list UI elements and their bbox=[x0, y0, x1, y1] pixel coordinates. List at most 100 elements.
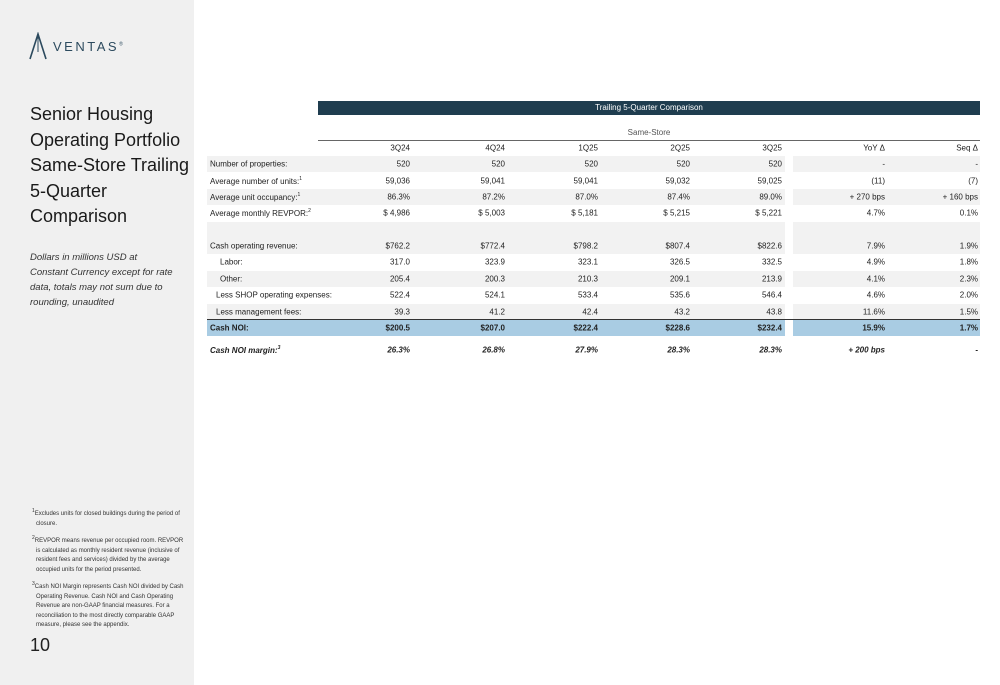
table-cell: $ 5,181 bbox=[571, 208, 598, 218]
shaded-row bbox=[793, 222, 980, 238]
row-label: Less management fees: bbox=[216, 308, 301, 317]
footnote-number: 2 bbox=[32, 535, 35, 541]
title-line: Same-Store Trailing bbox=[30, 155, 190, 175]
table-cell: 520 bbox=[491, 159, 505, 169]
table-cell: 533.4 bbox=[577, 290, 598, 300]
table-cell: 1.7% bbox=[959, 323, 978, 333]
title: Senior Housing Operating Portfolio Same-St… bbox=[30, 102, 189, 230]
row-label: Cash NOI: bbox=[210, 324, 249, 333]
table-cell: $762.2 bbox=[385, 241, 410, 251]
highlight-row bbox=[793, 320, 980, 336]
table-cell: 520 bbox=[676, 159, 690, 169]
row-label-text: Less management fees: bbox=[216, 307, 302, 317]
shaded-row bbox=[793, 304, 980, 320]
table-cell: 213.9 bbox=[761, 274, 782, 284]
table-cell: $ 5,221 bbox=[755, 208, 782, 218]
table-cell: - bbox=[975, 345, 978, 355]
shaded-row bbox=[793, 238, 980, 254]
column-header: 2Q25 bbox=[670, 143, 690, 153]
footnote: 1Excludes units for closed buildings dur… bbox=[30, 507, 186, 529]
table-cell: 535.6 bbox=[669, 290, 690, 300]
table-cell: 87.4% bbox=[667, 192, 690, 202]
row-label-text: Number of properties: bbox=[210, 159, 288, 169]
row-label-text: Cash NOI: bbox=[210, 323, 249, 333]
footnote-text: REVPOR means revenue per occupied room. … bbox=[34, 538, 184, 573]
table-cell: + 160 bps bbox=[942, 192, 978, 202]
shaded-row bbox=[793, 271, 980, 287]
table-cell: 546.4 bbox=[761, 290, 782, 300]
table-cell: 520 bbox=[768, 159, 782, 169]
table-cell: 42.4 bbox=[582, 307, 598, 317]
table-cell: 323.1 bbox=[577, 257, 598, 267]
table-cell: $228.6 bbox=[665, 323, 690, 333]
page-number: 10 bbox=[30, 635, 51, 655]
table-cell: $222.4 bbox=[573, 323, 598, 333]
column-header: 3Q24 bbox=[390, 143, 410, 153]
column-header: 3Q25 bbox=[762, 143, 782, 153]
table-cell: 520 bbox=[584, 159, 598, 169]
table-cell: 4.6% bbox=[866, 290, 885, 300]
row-label-note: 1 bbox=[299, 176, 303, 183]
table-cell: 26.8% bbox=[482, 345, 505, 355]
table-cell: 209.1 bbox=[669, 274, 690, 284]
column-header: YoY Δ bbox=[863, 143, 885, 153]
table-cell: - bbox=[882, 159, 885, 169]
row-label-note: 1 bbox=[297, 192, 301, 199]
row-label-text: Average unit occupancy: bbox=[210, 192, 298, 202]
table-cell: 1.5% bbox=[959, 307, 978, 317]
row-label: Number of properties: bbox=[210, 160, 287, 169]
shaded-row bbox=[207, 222, 785, 238]
row-label-text: Other: bbox=[220, 274, 243, 284]
shaded-row bbox=[207, 189, 785, 205]
table-cell: 2.3% bbox=[959, 274, 978, 284]
table-cell: $ 4,986 bbox=[383, 208, 410, 218]
title-line: Operating Portfolio bbox=[30, 129, 181, 150]
table-cell: (11) bbox=[871, 176, 885, 186]
table-cell: 200.3 bbox=[484, 274, 505, 284]
row-label-text: Less SHOP operating expenses: bbox=[216, 290, 332, 300]
table-cell: 520 bbox=[396, 159, 410, 169]
row-label-text: Cash operating revenue: bbox=[210, 241, 298, 251]
footnote-text: Cash NOI Margin represents Cash NOI divi… bbox=[34, 584, 184, 628]
table-cell: 39.3 bbox=[394, 307, 410, 317]
table-cell: 326.5 bbox=[669, 257, 690, 267]
table-cell: 87.2% bbox=[482, 192, 505, 202]
row-label: Other: bbox=[220, 275, 242, 284]
table-cell: 1.9% bbox=[959, 241, 978, 251]
subtitle: Dollars in millions USD at Constant Curr… bbox=[30, 252, 173, 308]
table-cell: - bbox=[975, 159, 978, 169]
title-line: 5-Quarter bbox=[30, 180, 108, 201]
table-cell: 524.1 bbox=[484, 290, 505, 300]
row-label-note: 3 bbox=[277, 345, 281, 352]
table-cell: $798.2 bbox=[573, 241, 598, 251]
table-cell: 317.0 bbox=[389, 257, 410, 267]
logo-text: VENTAS bbox=[53, 39, 120, 54]
footnote: 2REVPOR means revenue per occupied room.… bbox=[30, 534, 186, 575]
footnote-number: 1 bbox=[32, 508, 35, 514]
shaded-row bbox=[207, 156, 785, 172]
table-cell: 59,041 bbox=[480, 176, 505, 186]
table-cell: 89.0% bbox=[759, 192, 782, 202]
table-cell: 43.8 bbox=[766, 307, 782, 317]
table-cell: 28.3% bbox=[667, 345, 690, 355]
table-cell: 43.2 bbox=[674, 307, 690, 317]
row-label: Less SHOP operating expenses: bbox=[216, 291, 332, 300]
group-header: Same-Store bbox=[627, 128, 671, 137]
table-cell: 11.6% bbox=[862, 307, 885, 317]
table-cell: $232.4 bbox=[757, 323, 782, 333]
shaded-row bbox=[207, 271, 785, 287]
table-cell: $ 5,003 bbox=[478, 208, 505, 218]
row-label-text: Average monthly REVPOR: bbox=[210, 208, 309, 218]
table-cell: 15.9% bbox=[862, 323, 885, 333]
highlight-row bbox=[207, 320, 785, 336]
rule bbox=[207, 319, 980, 320]
table-cell: $ 5,215 bbox=[663, 208, 690, 218]
table-cell: 27.9% bbox=[575, 345, 598, 355]
row-label: Cash NOI margin:3 bbox=[210, 345, 280, 355]
table-cell: 41.2 bbox=[489, 307, 505, 317]
shaded-row bbox=[793, 189, 980, 205]
row-label: Average monthly REVPOR:2 bbox=[210, 208, 311, 218]
table-cell: 4.9% bbox=[866, 257, 885, 267]
table-cell: (7) bbox=[968, 176, 978, 186]
